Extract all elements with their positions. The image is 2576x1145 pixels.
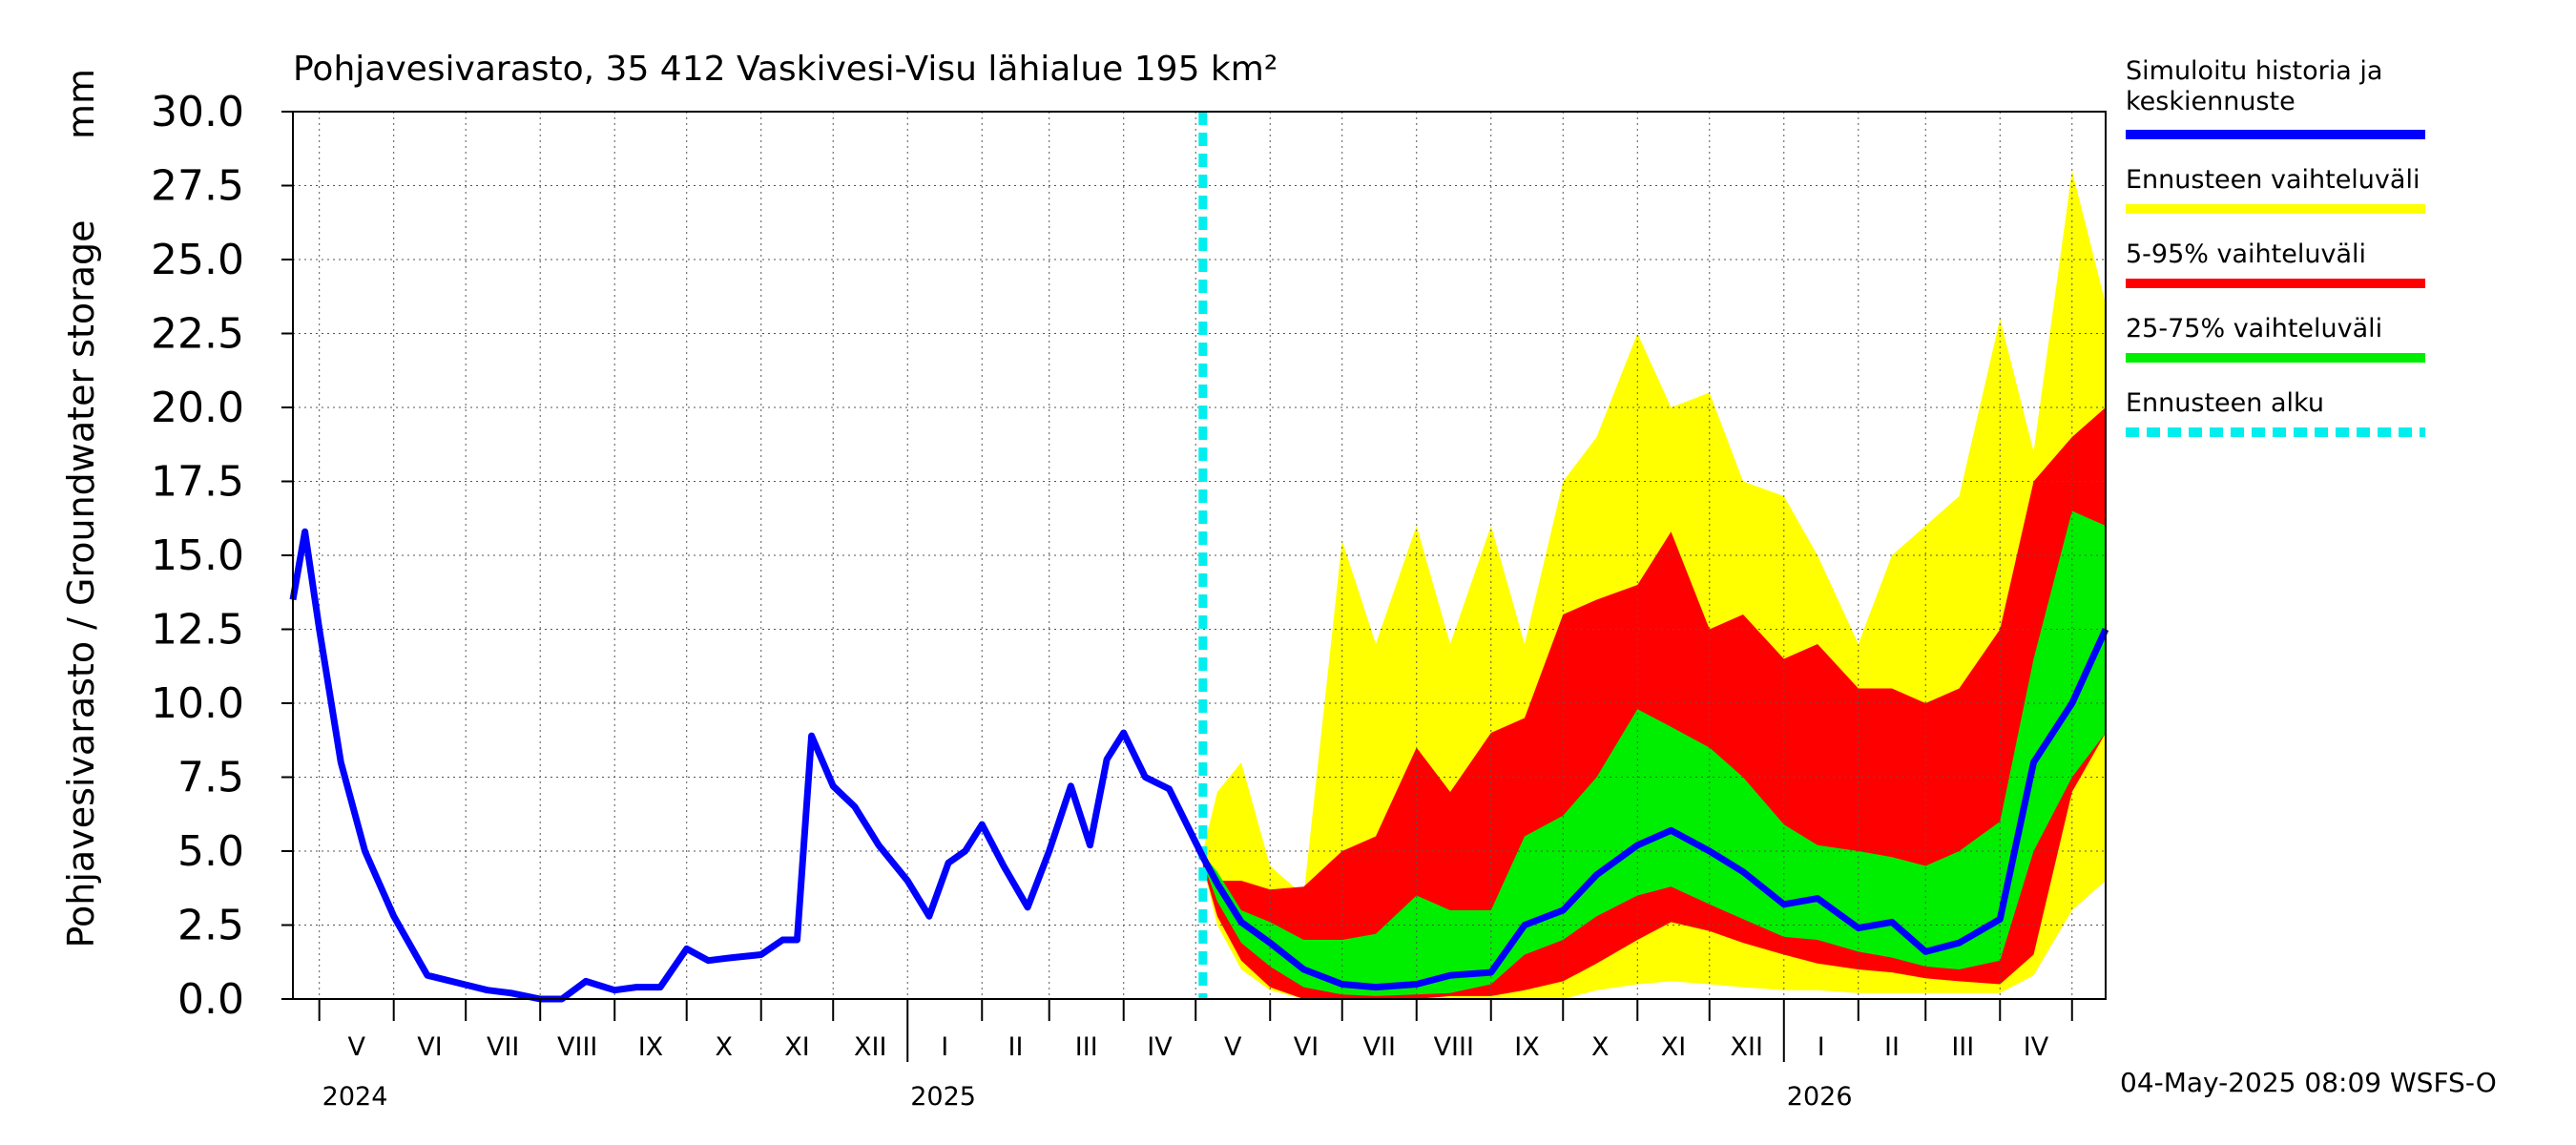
y-axis-label: Pohjavesivarasto / Groundwater storage [60,219,102,947]
month-label: I [1818,1032,1825,1062]
y-tick-label: 15.0 [151,531,244,580]
month-label: XII [1731,1032,1763,1062]
year-label: 2024 [322,1082,388,1112]
month-label: I [941,1032,948,1062]
month-label: XI [1661,1032,1686,1062]
y-tick-label: 2.5 [177,902,244,950]
y-tick-label: 12.5 [151,606,244,655]
y-tick-label: 30.0 [151,88,244,136]
month-label: III [1075,1032,1098,1062]
year-label: 2025 [910,1082,976,1112]
month-label: IX [638,1032,663,1062]
p25-75-band [1202,510,2106,996]
y-axis-unit: mm [60,69,102,139]
median-forecast-line [1199,628,2109,991]
y-tick-label: 22.5 [151,310,244,359]
y-tick-label: 27.5 [151,162,244,211]
x-axis: V VI VII VIII IX X XI XII I II III IV V VI VII VIII IX X X… [318,999,2073,1112]
y-tick-label: 20.0 [151,384,244,432]
month-label: VII [487,1032,519,1062]
year-label: 2026 [1787,1082,1853,1112]
month-label: V [1224,1032,1242,1062]
month-label: II [1884,1032,1900,1062]
month-label: VI [417,1032,442,1062]
y-axis: 0.0 2.5 5.0 7.5 10.0 12.5 15.0 17.5 20.0 22.5 25.0… [151,88,293,1024]
month-label: III [1951,1032,1974,1062]
month-label: IV [2024,1032,2049,1062]
month-label: XI [784,1032,809,1062]
month-label: VI [1294,1032,1319,1062]
history-layer [289,112,2109,1003]
month-label: X [715,1032,733,1062]
legend-label: Simuloitu historia ja [2126,56,2382,86]
month-label: II [1008,1032,1024,1062]
chart-title: Pohjavesivarasto, 35 412 Vaskivesi-Visu … [293,50,1278,89]
y-tick-label: 17.5 [151,458,244,507]
month-label: IV [1147,1032,1173,1062]
legend-label: 5-95% vaihteluväli [2126,239,2366,269]
month-label: VIII [557,1032,597,1062]
month-label: VIII [1434,1032,1474,1062]
month-label: V [347,1032,365,1062]
month-label: XII [854,1032,886,1062]
timestamp: 04-May-2025 08:09 WSFS-O [2120,1067,2497,1098]
y-tick-label: 25.0 [151,236,244,284]
y-tick-label: 7.5 [177,754,244,802]
y-tick-label: 10.0 [151,679,244,728]
legend-label: keskiennuste [2126,87,2296,116]
month-label: X [1591,1032,1610,1062]
y-tick-label: 5.0 [177,827,244,876]
legend-label: Ennusteen vaihteluväli [2126,165,2420,195]
legend-label: 25-75% vaihteluväli [2126,314,2382,344]
forecast-bands [1202,171,2106,999]
legend-label: Ennusteen alku [2126,388,2324,418]
month-label: VII [1363,1032,1396,1062]
history-line [289,528,1206,1003]
month-label: IX [1514,1032,1539,1062]
y-tick-label: 0.0 [177,975,244,1024]
